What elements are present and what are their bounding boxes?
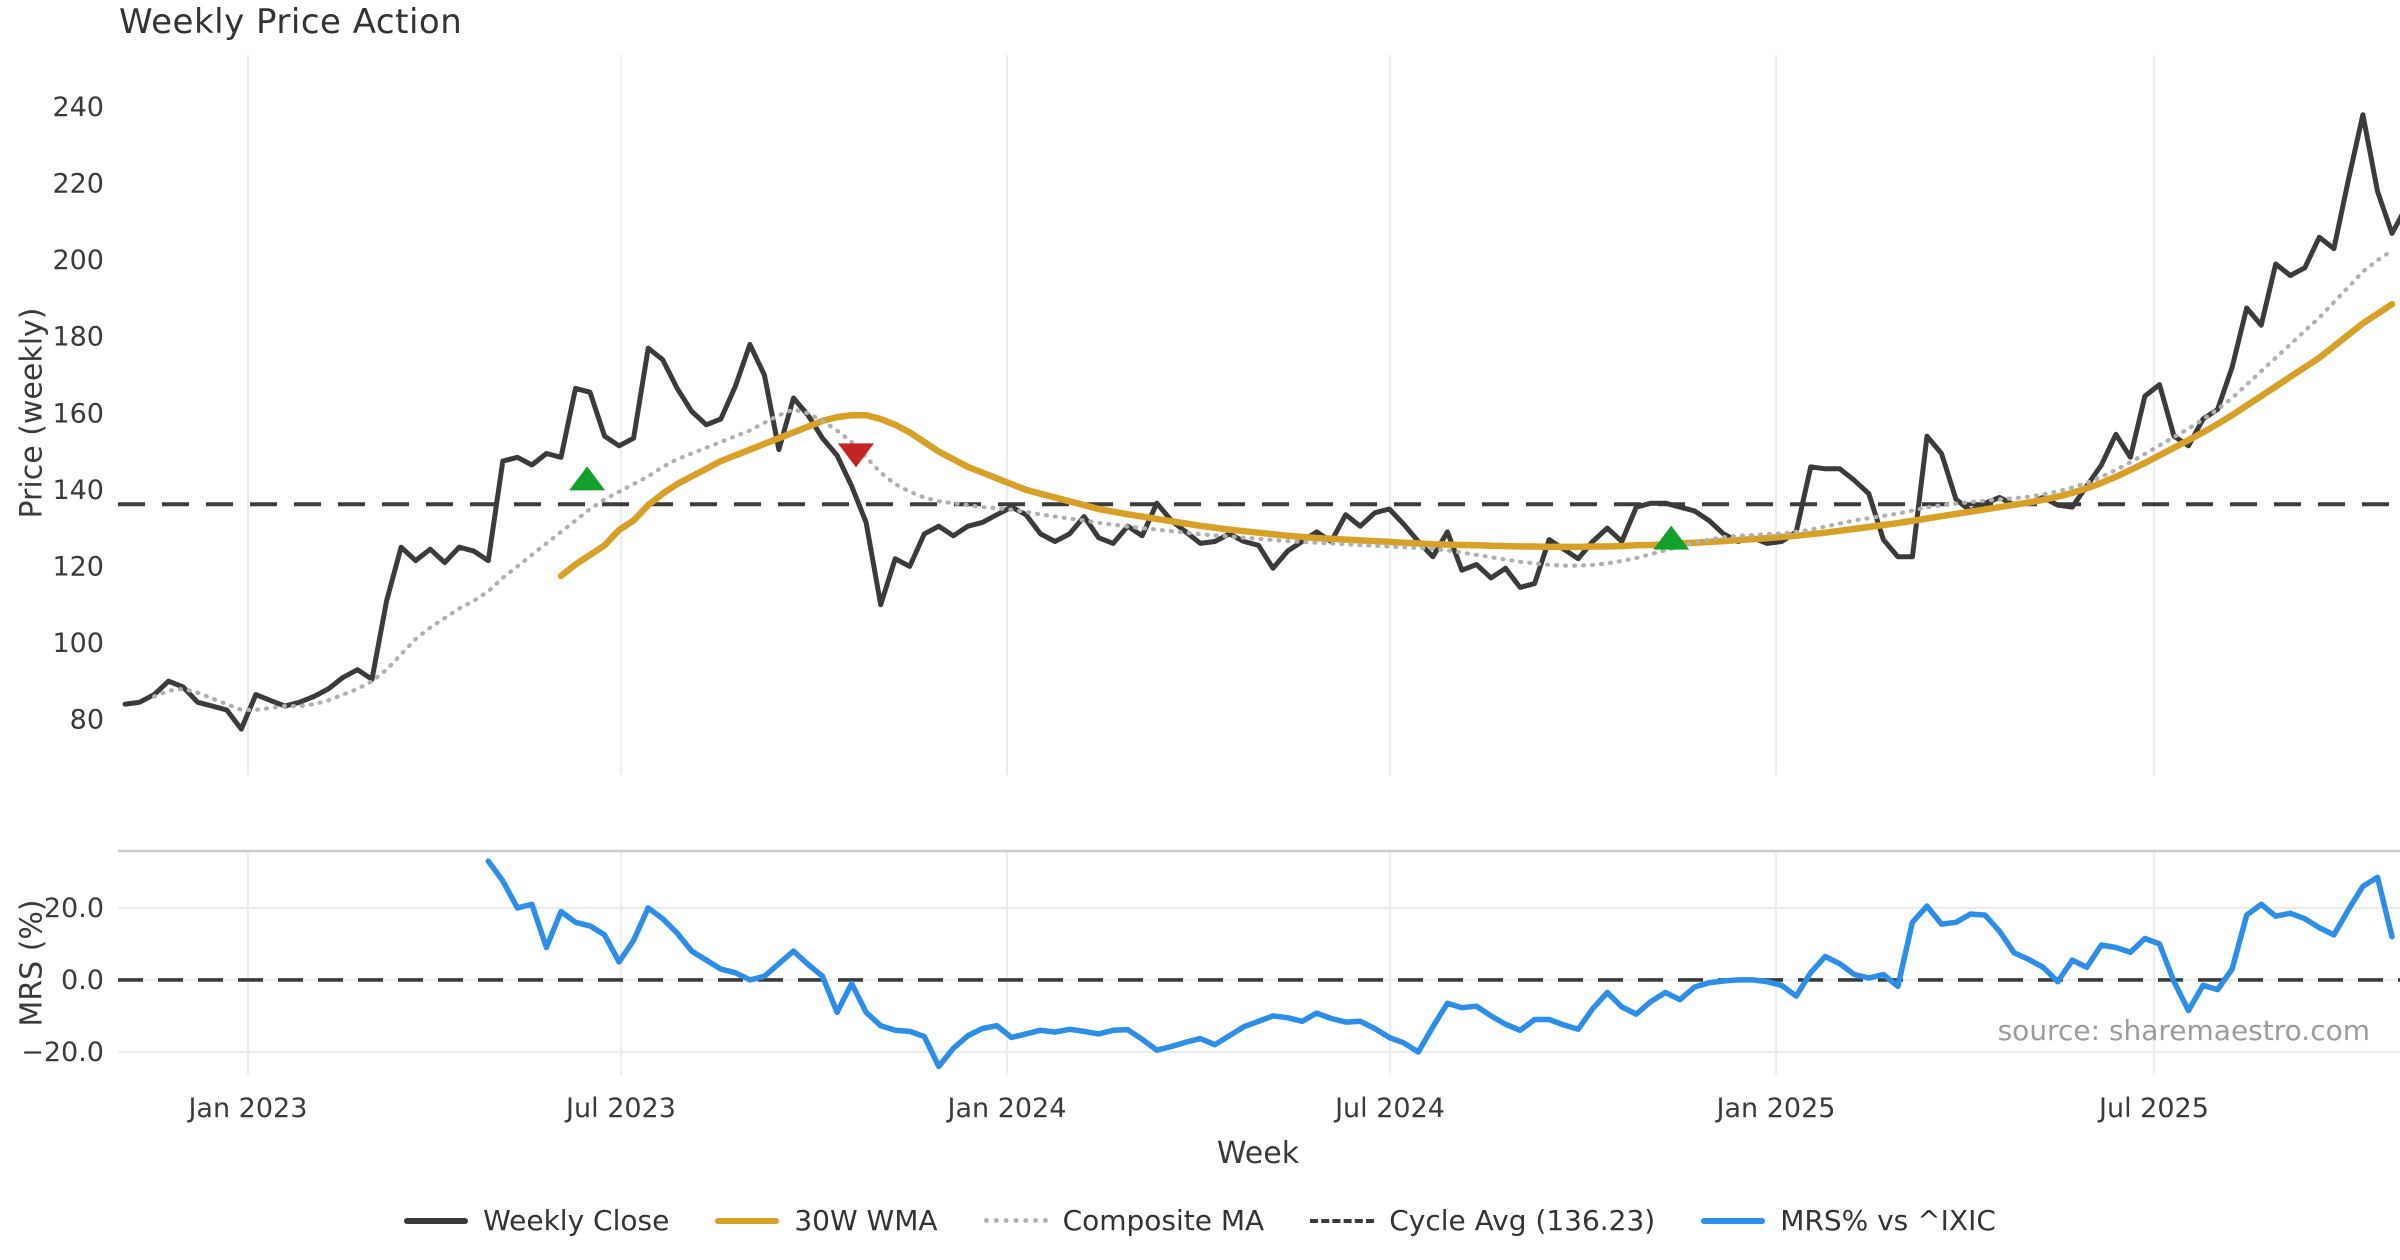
x-tick-label: Jul 2025: [2097, 1093, 2209, 1124]
price-y-tick-label: 140: [52, 475, 104, 506]
price-y-tick-label: 120: [52, 551, 104, 582]
mrs-vs-ixic-line: [485, 858, 2395, 1070]
price-y-tick-label: 240: [52, 92, 104, 123]
legend-label: Weekly Close: [483, 1204, 670, 1237]
legend-item-cycle-avg-136-23-: Cycle Avg (136.23): [1310, 1204, 1655, 1237]
x-tick-label: Jul 2024: [1333, 1093, 1445, 1124]
chart-title: Weekly Price Action: [119, 2, 463, 42]
30w-wma-line: [557, 300, 2396, 580]
x-tick-label: Jan 2024: [945, 1093, 1066, 1124]
legend-label: 30W WMA: [794, 1204, 938, 1237]
weekly-close-line: [122, 112, 2400, 732]
buy-marker-icon: [569, 466, 606, 491]
price-y-tick-label: 100: [52, 628, 104, 659]
price-y-tick-label: 180: [52, 322, 104, 353]
legend-swatch-icon: [1310, 1218, 1375, 1223]
price-y-tick-label: 200: [52, 245, 104, 276]
price-y-tick-label: 160: [52, 398, 104, 429]
legend: Weekly Close 30W WMA Composite MA Cycle Avg…: [0, 1204, 2400, 1237]
mrs-y-tick-label: −20.0: [21, 1037, 104, 1068]
sell-marker-icon: [837, 443, 874, 468]
x-axis-label: Week: [1216, 1136, 1300, 1171]
x-tick-label: Jan 2025: [1715, 1093, 1836, 1124]
legend-item-mrs-vs-ixic: MRS% vs ^IXIC: [1701, 1204, 1996, 1237]
x-tick-label: Jan 2023: [186, 1093, 307, 1124]
mrs-y-tick-label: 0.0: [61, 965, 104, 996]
legend-label: Composite MA: [1062, 1204, 1265, 1237]
x-tick-label: Jul 2023: [564, 1093, 676, 1124]
legend-swatch-icon: [404, 1217, 469, 1224]
legend-label: Cycle Avg (136.23): [1389, 1204, 1656, 1237]
legend-swatch-icon: [1701, 1217, 1766, 1224]
source-note: source: sharemaestro.com: [1997, 1014, 2370, 1047]
mrs-y-tick-label: 20.0: [44, 893, 104, 924]
legend-swatch-icon: [715, 1217, 780, 1224]
legend-swatch-icon: [983, 1218, 1048, 1223]
legend-item-composite-ma: Composite MA: [983, 1204, 1265, 1237]
price-y-tick-label: 220: [52, 169, 104, 200]
buy-marker-icon: [1653, 525, 1690, 550]
legend-label: MRS% vs ^IXIC: [1780, 1204, 1996, 1237]
legend-item-weekly-close: Weekly Close: [404, 1204, 669, 1237]
composite-ma-line: [152, 248, 2395, 712]
legend-item-30w-wma: 30W WMA: [715, 1204, 938, 1237]
price-y-tick-label: 80: [70, 704, 104, 735]
